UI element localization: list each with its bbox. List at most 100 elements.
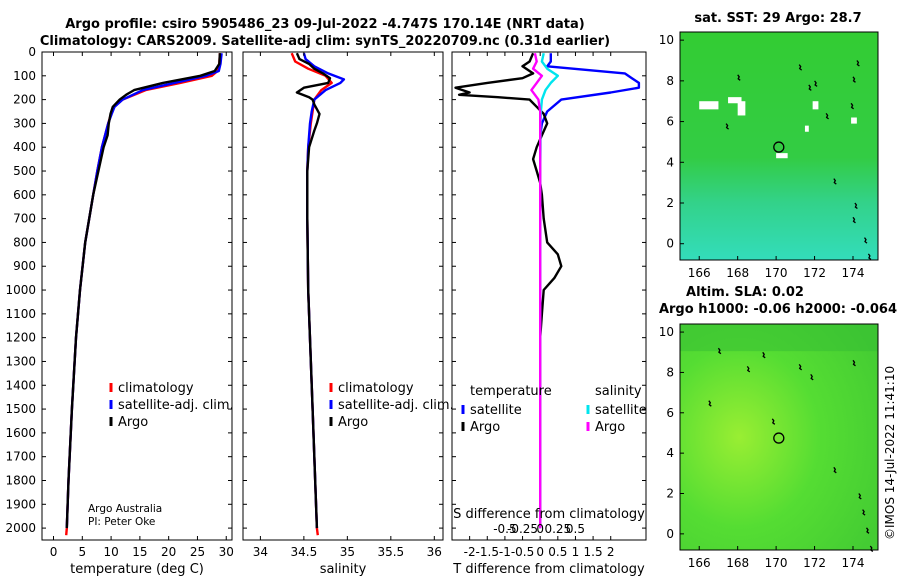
series-temperature-satellite (539, 53, 641, 529)
watermark: ©IMOS 14-Jul-2022 11:41:10 (883, 366, 897, 540)
axes-frame (41, 51, 233, 541)
island-coastline (808, 84, 812, 91)
y-tick-label: 200 (13, 93, 36, 107)
island-coastline (856, 60, 860, 67)
series-argo (295, 52, 332, 529)
s-tick-label: -0.5 (493, 522, 516, 536)
series-argo (65, 53, 222, 529)
y-tick-label: 2 (666, 487, 674, 501)
cloud-gap (851, 117, 857, 124)
sla-map-title: Altim. SLA: 0.02 (686, 285, 804, 300)
island-coastline (850, 102, 854, 110)
y-tick-label: 700 (13, 212, 36, 226)
island-coastline (869, 545, 874, 553)
y-tick-label: 1800 (5, 473, 36, 487)
island-coastline (725, 123, 729, 130)
y-tick-label: 0 (28, 45, 36, 59)
x-tick-label: -0.5 (511, 545, 534, 559)
x-tick-label: 1 (572, 545, 580, 559)
x-tick-label: 1.5 (584, 545, 603, 559)
legend-label: Argo (595, 420, 625, 435)
y-tick-label: 300 (13, 116, 36, 130)
island-coastline (810, 374, 814, 381)
legend-label: Argo (118, 415, 148, 430)
x-tick-label: -2 (464, 545, 476, 559)
island-coastline (737, 74, 741, 81)
island-coastline (746, 366, 751, 373)
island-coastline (867, 253, 872, 260)
x-tick-label: 25 (190, 545, 205, 559)
map-band (680, 324, 878, 352)
x-tick-label: 168 (726, 266, 749, 280)
island-coastline (858, 493, 862, 500)
y-tick-label: 8 (666, 365, 674, 379)
y-tick-label: 8 (666, 74, 674, 88)
y-tick-label: 2 (666, 196, 674, 210)
cloud-gap (737, 101, 746, 116)
legend-label: climatology (118, 381, 194, 396)
x-tick-label: 170 (765, 556, 788, 570)
island-coastline (852, 76, 856, 83)
island-coastline (863, 237, 868, 244)
s-tick-label: -0.25 (507, 522, 538, 536)
y-tick-label: 0 (666, 527, 674, 541)
sla-map-subtitle: Argo h1000: -0.06 h2000: -0.064 (659, 302, 897, 317)
x-tick-label: 0.5 (548, 545, 567, 559)
x-tick-label: 168 (726, 556, 749, 570)
y-tick-label: 1600 (5, 426, 36, 440)
cloud-gap (699, 101, 719, 110)
y-tick-label: 1500 (5, 402, 36, 416)
series-climatology (290, 52, 333, 536)
legend-label: satellite (470, 403, 522, 418)
x-tick-label: 172 (803, 556, 826, 570)
y-tick-label: 4 (666, 446, 674, 460)
y-tick-label: 6 (666, 115, 674, 129)
y-tick-label: 10 (659, 33, 674, 47)
legend-label: satellite (595, 403, 647, 418)
y-tick-label: 6 (666, 406, 674, 420)
island-coastline (865, 527, 870, 534)
salinity-panel: 34 34.5 35 35.5 36 salinity climatology satelli… (242, 51, 454, 577)
y-tick-label: 1300 (5, 354, 36, 368)
island-coastline (862, 509, 866, 516)
s-axis-label: S difference from climatology (453, 507, 645, 522)
x-tick-label: 166 (688, 266, 711, 280)
y-tick-label: 400 (13, 140, 36, 154)
x-tick-label: 174 (842, 556, 865, 570)
x-tick-label: 10 (103, 545, 118, 559)
island-coastline (798, 364, 803, 371)
x-tick-label: 2 (607, 545, 615, 559)
y-tick-label: 2000 (5, 521, 36, 535)
x-tick-label: 174 (842, 266, 865, 280)
island-coastline (771, 418, 776, 425)
series-satellite-adj-clim- (65, 53, 223, 529)
legend-label: Argo (338, 415, 368, 430)
map-field (680, 324, 878, 550)
y-tick-label: 500 (13, 164, 36, 178)
figure-title: Argo profile: csiro 5905486_23 09-Jul-20… (65, 17, 584, 32)
figure-subtitle: Climatology: CARS2009. Satellite-adj cli… (40, 34, 610, 49)
argo-location-marker (773, 141, 785, 153)
s-tick-label: 0.25 (544, 522, 571, 536)
y-tick-label: 1900 (5, 497, 36, 511)
s-tick-label: 0 (536, 522, 544, 536)
sst-map: 0 2 4 6 8 10 166 168 170 172 174 (659, 31, 879, 280)
island-coastline (798, 64, 803, 71)
x-tick-label: 20 (161, 545, 176, 559)
x-tick-label: 0 (50, 545, 58, 559)
y-tick-label: 800 (13, 235, 36, 249)
series-satellite-adj-clim- (302, 52, 346, 529)
temperature-panel: 0 5 10 15 20 25 30 temperature (deg C) 0 100 200 30… (5, 45, 233, 577)
legend-label: satellite-adj. clim. (118, 398, 234, 413)
s-tick-label: 0.5 (566, 522, 585, 536)
credit-line-1: Argo Australia (88, 503, 162, 515)
cloud-gap (728, 97, 742, 104)
map-frame (679, 323, 879, 551)
legend-label: satellite-adj. clim. (338, 398, 454, 413)
difference-panel: -2 -1.5 -1 -0.5 0 0.5 1 1.5 2T difference from c… (451, 51, 647, 577)
argo-location-marker (773, 432, 785, 444)
island-coastline (854, 202, 858, 210)
x-tick-label: 15 (132, 545, 147, 559)
island-coastline (814, 80, 818, 87)
